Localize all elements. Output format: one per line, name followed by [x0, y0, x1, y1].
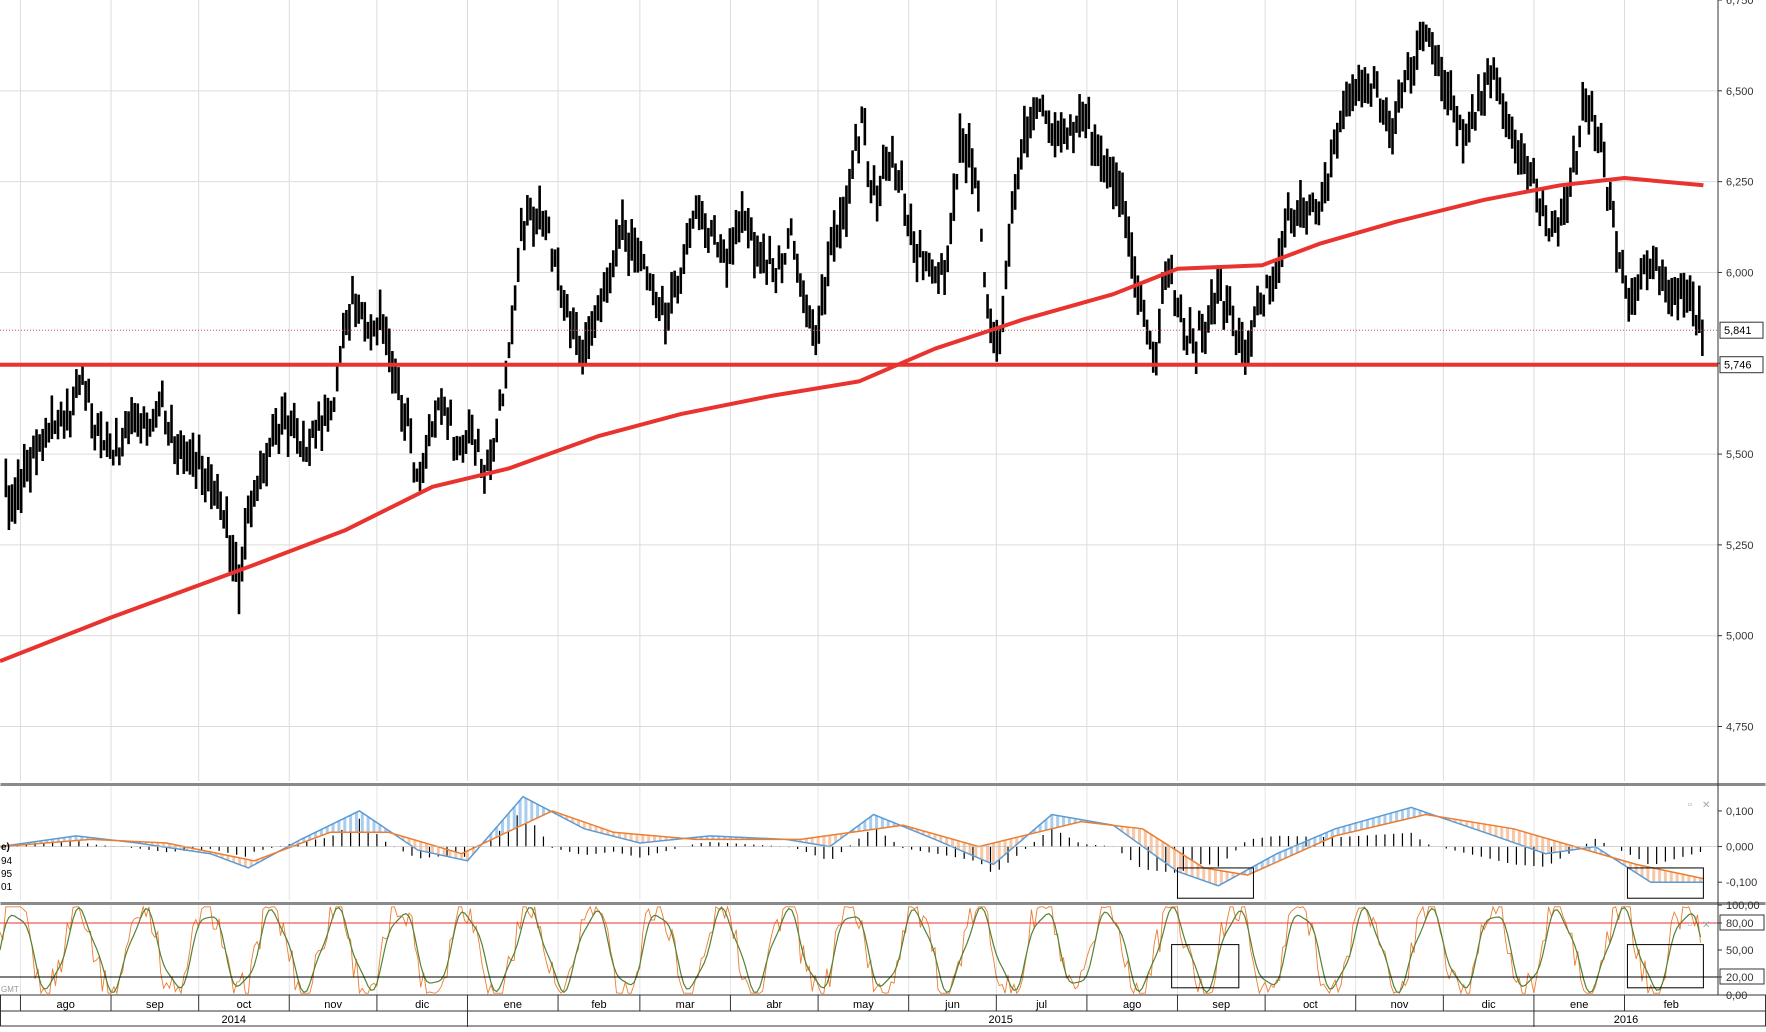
year-label: 2016 [1614, 1014, 1638, 1026]
month-label: ene [504, 999, 522, 1011]
month-label: ago [1123, 999, 1141, 1011]
month-label: may [853, 999, 874, 1011]
stochastic-axis-tick-label: 20,00 [1726, 972, 1754, 984]
macd-signal-line [0, 810, 1704, 880]
panel-separator [0, 902, 1766, 905]
support-value-label: 5,746 [1724, 360, 1752, 372]
month-label: jun [944, 999, 960, 1011]
legend-fragment: e) 94 95 01 GMT [1, 842, 19, 994]
month-label: feb [591, 999, 606, 1011]
grid [0, 0, 1718, 995]
stochastic-slow-line [0, 906, 1702, 994]
legend-value: 01 [1, 882, 13, 893]
month-axis [0, 994, 1766, 1012]
month-label: sep [146, 999, 164, 1011]
macd-line [0, 795, 1704, 887]
month-label: mar [676, 999, 695, 1011]
price-axis-tick-label: 5,000 [1726, 631, 1754, 643]
macd-axis-tick-label: -0,100 [1726, 877, 1757, 889]
close-panel-icon[interactable]: ✕ [1702, 800, 1710, 811]
month-label: oct [237, 999, 252, 1011]
legend-title: e) [1, 842, 10, 853]
macd-axis-tick-label: 0,100 [1726, 806, 1754, 818]
moving-average-line [0, 176, 1704, 663]
stochastic-panel [0, 905, 1718, 995]
stochastic-panel-buttons: ▫ ✕ [1688, 919, 1710, 931]
restore-panel-icon[interactable]: ▫ [1688, 799, 1692, 811]
price-axis-tick-label: 5,500 [1726, 449, 1754, 461]
year-axis [0, 1010, 1766, 1027]
stochastic-axis-tick-label: 0,00 [1726, 990, 1747, 1002]
year-label: 2015 [988, 1014, 1012, 1026]
month-label: ene [1570, 999, 1588, 1011]
month-label: feb [1664, 999, 1679, 1011]
stochastic-highlight-box [1171, 944, 1240, 989]
month-label: oct [1303, 999, 1318, 1011]
stochastic-level-box [1719, 968, 1765, 985]
month-label: ago [57, 999, 75, 1011]
panel-separator [0, 783, 1766, 786]
price-axis-tick-label: 6,750 [1726, 0, 1754, 7]
month-label: nov [1391, 999, 1409, 1011]
value-labels: 5,841 5,746 [1719, 321, 1765, 985]
close-panel-icon[interactable]: ✕ [1702, 920, 1710, 931]
macd-axis-tick-label: 0,000 [1726, 842, 1754, 854]
price-panel [0, 21, 1718, 663]
price-axis-tick-label: 6,500 [1726, 86, 1754, 98]
stochastic-axis-tick-label: 100,00 [1726, 900, 1760, 912]
stochastic-axis-tick-label: 50,00 [1726, 945, 1754, 957]
month-label: sep [1212, 999, 1230, 1011]
macd-panel-buttons: ▫ ✕ [1688, 799, 1710, 811]
legend-value: 95 [1, 869, 13, 880]
support-value-label-box [1719, 356, 1764, 374]
stochastic-highlight-box [1626, 944, 1704, 989]
month-label: abr [766, 999, 782, 1011]
macd-highlight-box [1626, 867, 1704, 899]
macd-highlight-box [1176, 867, 1254, 899]
restore-panel-icon[interactable]: ▫ [1688, 919, 1692, 931]
stochastic-level-box [1719, 914, 1765, 931]
month-label: jul [1035, 999, 1047, 1011]
year-label: 2014 [221, 1014, 245, 1026]
price-axis-tick-label: 6,250 [1726, 177, 1754, 189]
legend-value: 94 [1, 856, 13, 867]
macd-panel [0, 795, 1718, 899]
price-axis-tick-label: 4,750 [1726, 722, 1754, 734]
stochastic-axis-tick-label: 80,00 [1726, 918, 1754, 930]
last-value-label-box [1719, 321, 1764, 339]
month-label: nov [324, 999, 342, 1011]
price-axis-tick-label: 6,000 [1726, 267, 1754, 279]
month-label: dic [415, 999, 430, 1011]
timezone-label: GMT [1, 985, 19, 994]
last-value-label: 5,841 [1724, 325, 1752, 337]
month-label: dic [1482, 999, 1497, 1011]
price-axis-tick-label: 5,250 [1726, 540, 1754, 552]
